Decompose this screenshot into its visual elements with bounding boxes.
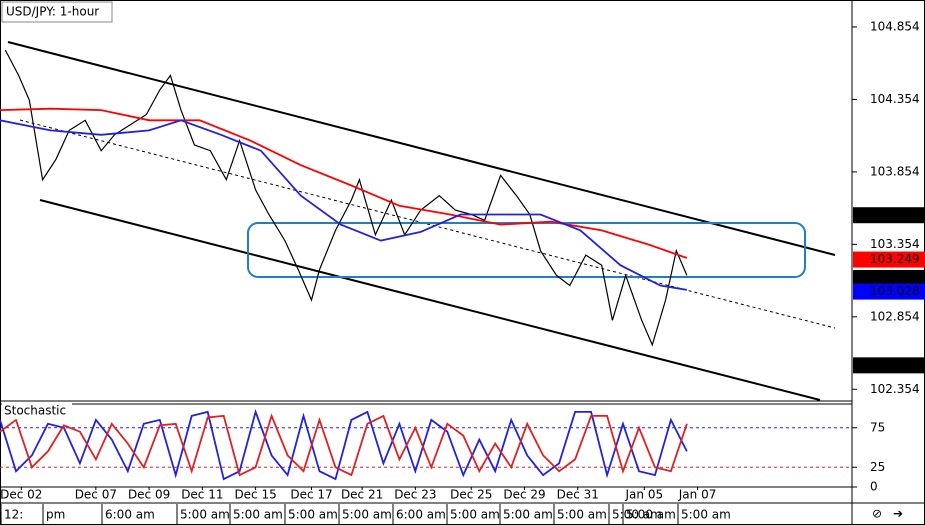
- x-tick-label: Dec 31: [557, 488, 599, 502]
- y-tick-label: 25: [870, 460, 885, 474]
- series-line: [0, 413, 688, 477]
- title-box: [1, 1, 113, 23]
- x-tick-label: Dec 11: [181, 488, 223, 502]
- channel-top: [7, 41, 836, 256]
- y-tick-label: 0: [870, 480, 878, 494]
- time-label: 6:00 am: [105, 508, 155, 522]
- price-label-box: [853, 269, 925, 286]
- chart-title: USD/JPY: 1-hour: [6, 5, 99, 19]
- time-label: 6:00 am: [396, 508, 446, 522]
- price-label: 103.555: [870, 208, 920, 222]
- time-label: 5:00 am: [342, 508, 392, 522]
- x-tick-label: Dec 17: [290, 488, 332, 502]
- y-tick-label: 102.854: [870, 309, 920, 323]
- time-label: 5:00 am: [557, 508, 607, 522]
- y-tick-label: 104.354: [870, 92, 920, 106]
- time-label: 5:00 am: [626, 508, 676, 522]
- price-label-box: [853, 251, 925, 268]
- x-tick-label: Dec 23: [394, 488, 436, 502]
- time-label: 5:00 am: [681, 508, 731, 522]
- time-label: 5:00 am: [450, 508, 500, 522]
- price-label-box: [853, 207, 925, 224]
- link-icon[interactable]: ⊘: [872, 507, 882, 521]
- arrow-icon[interactable]: ➔: [893, 507, 903, 521]
- x-tick-label: Dec 09: [128, 488, 170, 502]
- channel-bottom: [39, 199, 821, 401]
- x-tick-label: Dec 25: [450, 488, 492, 502]
- panel-title: Stochastic: [4, 404, 66, 418]
- time-label: 5:00 am: [612, 508, 662, 522]
- x-tick-label: Dec 02: [0, 488, 42, 502]
- series-line: [0, 408, 688, 481]
- y-tick-label: 75: [870, 420, 885, 434]
- x-tick-label: Dec 21: [341, 488, 383, 502]
- y-tick-label: 103.854: [870, 164, 920, 178]
- y-tick-label: 103.354: [870, 237, 920, 251]
- x-tick-label: Dec 15: [234, 488, 276, 502]
- price-label: 103.028: [870, 284, 920, 298]
- time-label: pm: [46, 508, 65, 522]
- price-label: 103.249: [870, 252, 920, 266]
- time-label: 5:00 am: [180, 508, 230, 522]
- series-line: [0, 107, 688, 259]
- price-label-box: [853, 283, 925, 300]
- time-label: 12:: [4, 508, 23, 522]
- x-tick-label: Dec 07: [75, 488, 117, 502]
- series-line: [0, 119, 688, 291]
- time-label: 5:00 am: [503, 508, 553, 522]
- current-marker: ▼: [855, 270, 865, 284]
- y-tick-label: 104.854: [870, 19, 920, 33]
- price-label: 102.519: [870, 358, 920, 372]
- x-tick-label: Jan 07: [678, 488, 717, 502]
- x-tick-label: Jan 05: [625, 488, 664, 502]
- price-label: 103.122: [870, 270, 920, 284]
- x-tick-label: Dec 29: [503, 488, 545, 502]
- subtitle-box: [2, 402, 72, 419]
- time-label: 5:00 am: [288, 508, 338, 522]
- price-label-box: [853, 357, 925, 374]
- y-tick-label: 102.354: [870, 382, 920, 396]
- time-label: 5:00 am: [233, 508, 283, 522]
